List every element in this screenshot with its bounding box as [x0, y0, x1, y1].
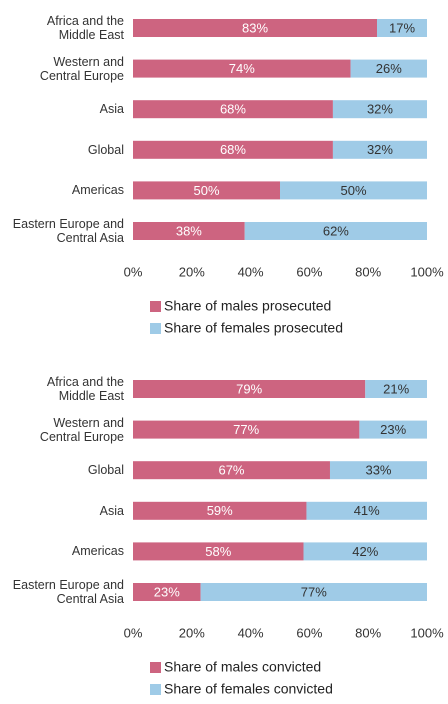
bar-segment: [133, 583, 201, 601]
category-label: Western and Central Europe: [39, 54, 124, 83]
value-label: 67%: [218, 463, 244, 478]
bar-segment: [133, 461, 330, 480]
value-label: 77%: [301, 584, 327, 599]
bar-segment: [133, 140, 333, 159]
x-tick-label: 80%: [355, 264, 381, 279]
bar-segment: [133, 181, 280, 200]
bar-segment: [133, 542, 304, 561]
value-label: 50%: [340, 183, 366, 198]
value-label: 68%: [220, 102, 246, 117]
legend-swatch: [150, 684, 161, 695]
bar-segment: [332, 140, 427, 159]
value-label: 58%: [205, 544, 231, 559]
value-label: 38%: [176, 223, 202, 238]
category-label: Asia: [99, 102, 124, 117]
value-label: 17%: [389, 20, 415, 35]
bar-segment: [133, 59, 351, 78]
value-label: 32%: [367, 102, 393, 117]
bar-segment: [133, 19, 378, 37]
bar-segment: [280, 181, 427, 200]
x-tick-label: 20%: [179, 625, 205, 640]
x-tick-label: 20%: [179, 264, 205, 279]
legend-label: Share of females prosecuted: [164, 320, 343, 336]
value-label: 23%: [380, 422, 406, 437]
x-tick-label: 40%: [238, 625, 264, 640]
category-label: Eastern Europe and Central Asia: [12, 578, 124, 606]
category-label: Global: [87, 463, 124, 478]
value-label: 26%: [376, 61, 402, 76]
value-label: 83%: [242, 20, 268, 35]
value-label: 62%: [323, 223, 349, 238]
category-label: Africa and the Middle East: [46, 375, 124, 403]
x-tick-label: 60%: [296, 625, 322, 640]
value-label: 32%: [367, 142, 393, 157]
value-label: 79%: [236, 381, 262, 396]
value-label: 77%: [233, 422, 259, 437]
bar-segment: [332, 100, 427, 119]
x-tick-label: 80%: [355, 625, 381, 640]
value-label: 50%: [193, 183, 219, 198]
bar-segment: [244, 222, 427, 240]
bar-segment: [133, 501, 307, 520]
bar-segment: [303, 542, 427, 561]
category-label: Global: [87, 142, 124, 157]
bar-segment: [306, 501, 427, 520]
legend-swatch: [150, 323, 161, 334]
bar-segment: [359, 420, 427, 439]
x-tick-label: 0%: [124, 264, 143, 279]
category-label: Eastern Europe and Central Asia: [12, 217, 124, 245]
bar-segment: [377, 19, 427, 37]
value-label: 21%: [383, 381, 409, 396]
value-label: 41%: [354, 503, 380, 518]
x-tick-label: 0%: [124, 625, 143, 640]
bar-segment: [329, 461, 427, 480]
category-label: Africa and the Middle East: [46, 14, 124, 42]
category-label: Western and Central Europe: [39, 415, 124, 444]
legend-label: Share of males convicted: [164, 659, 321, 675]
bar-segment: [133, 380, 366, 398]
bar-segment: [133, 420, 360, 439]
x-tick-label: 60%: [296, 264, 322, 279]
category-label: Asia: [99, 503, 124, 518]
legend-label: Share of females convicted: [164, 681, 333, 697]
bar-segment: [350, 59, 427, 78]
value-label: 33%: [365, 463, 391, 478]
legend-swatch: [150, 662, 161, 673]
category-label: Americas: [71, 183, 124, 198]
bar-segment: [200, 583, 427, 601]
category-label: Americas: [71, 544, 124, 559]
x-tick-label: 40%: [238, 264, 264, 279]
x-tick-label: 100%: [410, 625, 444, 640]
value-label: 23%: [154, 584, 180, 599]
bar-segment: [133, 100, 333, 119]
value-label: 74%: [229, 61, 255, 76]
legend-label: Share of males prosecuted: [164, 298, 331, 314]
bar-segment: [133, 222, 245, 240]
legend-swatch: [150, 301, 161, 312]
value-label: 68%: [220, 142, 246, 157]
bar-segment: [365, 380, 427, 398]
value-label: 59%: [207, 503, 233, 518]
x-tick-label: 100%: [410, 264, 444, 279]
value-label: 42%: [352, 544, 378, 559]
